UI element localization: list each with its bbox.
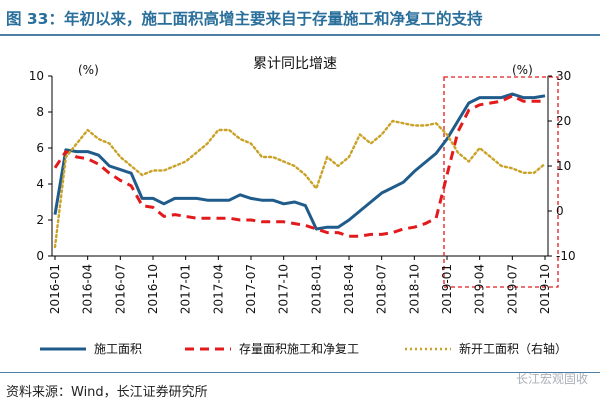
legend-label: 新开工面积（右轴） <box>459 341 567 356</box>
watermark: 长江宏观固收 <box>515 372 588 386</box>
x-tick-label: 2017-07 <box>244 264 258 314</box>
x-tick-label: 2018-10 <box>407 264 421 314</box>
legend-label: 施工面积 <box>94 342 142 356</box>
figure-header: 图 33：年初以来，施工面积高增主要来自于存量施工和净复工的支持 <box>0 0 600 34</box>
chart-series <box>53 92 547 249</box>
x-tick-label: 2019-10 <box>538 264 552 314</box>
x-axis-ticks: 2016-01 2016-04 2016-07 2016-10 2017-01 2017-… <box>48 256 552 314</box>
right-unit-label: (%) <box>512 63 533 77</box>
x-tick-label: 2016-04 <box>81 264 95 314</box>
y-axis-left-ticks: 0 2 4 6 8 10 <box>29 69 52 263</box>
chart-legend: 施工面积 存量面积施工和净复工 新开工面积（右轴） <box>40 341 567 356</box>
y-right-tick-label: 30 <box>556 69 571 83</box>
x-tick-label: 2018-07 <box>375 264 389 314</box>
legend-label: 存量面积施工和净复工 <box>239 342 359 356</box>
x-tick-label: 2016-10 <box>146 264 160 314</box>
series-line <box>53 92 546 231</box>
left-unit-label: (%) <box>78 63 99 77</box>
y-right-tick-label: 10 <box>556 159 571 173</box>
y-right-tick-label: 0 <box>556 204 564 218</box>
figure-title: 图 33：年初以来，施工面积高增主要来自于存量施工和净复工的支持 <box>6 10 483 28</box>
x-tick-label: 2019-04 <box>473 264 487 314</box>
y-left-tick-label: 0 <box>36 249 44 263</box>
x-tick-label: 2018-04 <box>342 264 356 314</box>
series-line <box>53 94 545 238</box>
x-tick-label: 2019-07 <box>505 264 519 314</box>
y-right-tick-label: 20 <box>556 114 571 128</box>
x-tick-label: 2017-01 <box>179 264 193 314</box>
x-tick-label: 2017-10 <box>277 264 291 314</box>
x-tick-label: 2017-04 <box>211 264 225 314</box>
y-left-tick-label: 6 <box>36 141 44 155</box>
y-axis-right-ticks: -10 0 10 20 30 <box>548 69 576 263</box>
chart-title: 累计同比增速 <box>253 56 337 72</box>
chart-svg: 2016-01 2016-04 2016-07 2016-10 2017-01 2017-… <box>29 56 576 356</box>
footer-divider <box>0 372 600 373</box>
series-line <box>53 119 547 249</box>
source-note: 资料来源：Wind，长江证券研究所 <box>6 385 208 400</box>
y-left-tick-label: 8 <box>36 105 44 119</box>
x-tick-label: 2016-07 <box>113 264 127 314</box>
y-left-tick-label: 10 <box>29 69 44 83</box>
x-tick-label: 2019-01 <box>440 264 454 314</box>
title-divider <box>0 34 600 36</box>
y-right-tick-label: -10 <box>556 249 576 263</box>
x-tick-label: 2018-01 <box>309 264 323 314</box>
y-left-tick-label: 2 <box>36 213 44 227</box>
y-left-tick-label: 4 <box>36 177 44 191</box>
chart-axes <box>51 76 549 257</box>
x-tick-label: 2016-01 <box>48 264 62 314</box>
